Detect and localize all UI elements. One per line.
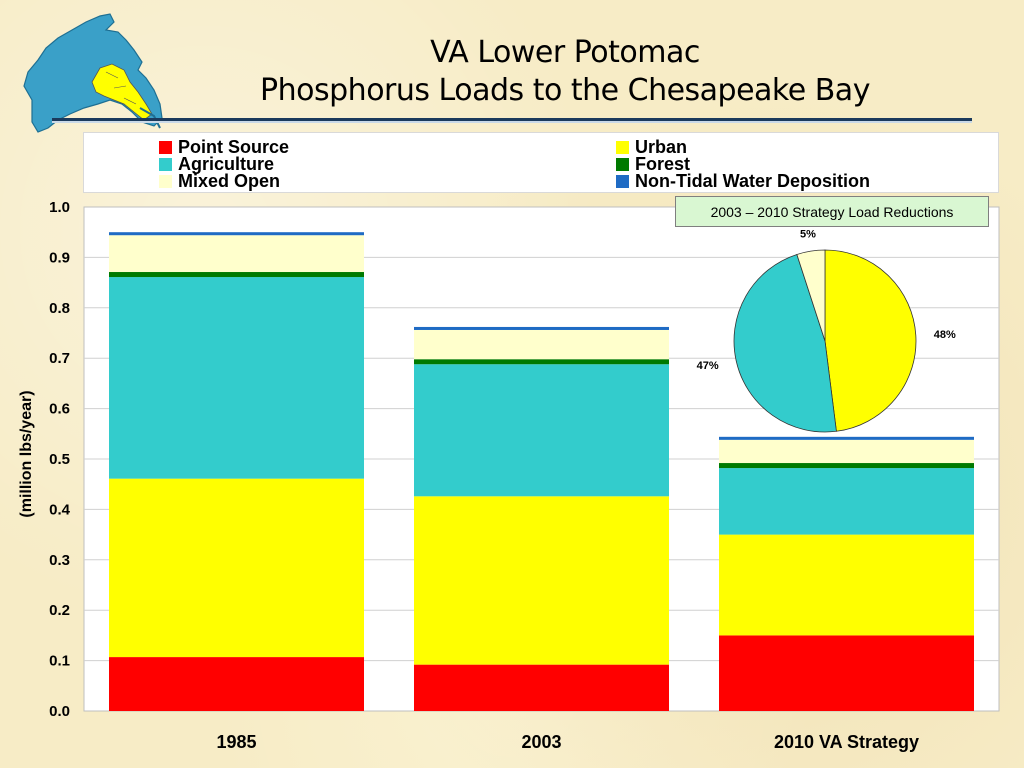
pie-chart-title: 2003 – 2010 Strategy Load Reductions xyxy=(675,196,989,227)
legend-swatch-point-source xyxy=(159,140,172,154)
pie-data-label: 47% xyxy=(697,360,719,372)
bar-segment-point_source xyxy=(719,635,974,711)
bar-segment-forest xyxy=(414,359,669,365)
pie-slice-urban xyxy=(824,249,917,432)
x-tick-label: 2010 VA Strategy xyxy=(774,732,919,752)
legend-swatch-urban xyxy=(616,140,629,154)
legend-label-non-tidal: Non-Tidal Water Deposition xyxy=(635,170,871,191)
legend-swatch-agriculture xyxy=(159,157,172,171)
bar-segment-agriculture xyxy=(719,468,974,535)
y-tick-label: 0.9 xyxy=(49,249,70,266)
title-rule xyxy=(52,118,972,121)
y-tick-label: 1.0 xyxy=(49,199,70,216)
legend-item-agriculture: Agriculture xyxy=(159,153,275,174)
legend-label-point-source: Point Source xyxy=(178,136,290,157)
x-tick-label: 1985 xyxy=(216,732,256,752)
y-tick-label: 0.7 xyxy=(49,350,70,367)
legend-item-mixed-open: Mixed Open xyxy=(159,170,281,191)
legend-item-forest: Forest xyxy=(616,153,691,174)
bar-segment-point_source xyxy=(109,657,364,711)
legend: Point Source Urban Agriculture Forest Mi… xyxy=(83,132,999,193)
bar-segment-agriculture xyxy=(109,277,364,479)
bar-segment-non_tidal xyxy=(109,232,364,236)
legend-label-urban: Urban xyxy=(635,136,688,157)
y-tick-label: 0.4 xyxy=(49,501,71,518)
y-tick-label: 0.3 xyxy=(49,552,70,569)
legend-label-agriculture: Agriculture xyxy=(178,153,275,174)
bar-segment-agriculture xyxy=(414,364,669,497)
chart-title: VA Lower Potomac Phosphorus Loads to the… xyxy=(160,34,970,110)
bar-segment-non_tidal xyxy=(719,436,974,440)
y-tick-label: 0.6 xyxy=(49,401,70,418)
y-axis-title: (million lbs/year) xyxy=(18,390,35,518)
watershed-map-logo xyxy=(23,13,163,133)
y-tick-label: 0.8 xyxy=(49,300,70,317)
pie-slice-mixed_open xyxy=(796,249,826,342)
title-line-1: VA Lower Potomac xyxy=(430,35,700,70)
bar-segment-urban xyxy=(719,534,974,636)
legend-swatch-non-tidal xyxy=(616,174,629,188)
pie-data-label: 5% xyxy=(800,228,816,240)
bar-segment-non_tidal xyxy=(414,326,669,330)
bar-segment-forest xyxy=(109,272,364,278)
bar-segment-urban xyxy=(109,478,364,658)
bar-segment-forest xyxy=(719,463,974,469)
bar-segment-urban xyxy=(414,496,669,665)
bar-segment-mixed_open xyxy=(414,329,669,360)
y-tick-label: 0.2 xyxy=(49,602,70,619)
pie-data-label: 48% xyxy=(934,329,956,341)
y-tick-label: 0.0 xyxy=(49,703,70,720)
legend-item-urban: Urban xyxy=(616,136,688,157)
legend-swatch-mixed-open xyxy=(159,174,172,188)
bar-segment-mixed_open xyxy=(719,439,974,464)
legend-label-mixed-open: Mixed Open xyxy=(178,170,281,191)
y-tick-label: 0.5 xyxy=(49,451,70,468)
legend-item-point-source: Point Source xyxy=(159,136,290,157)
legend-label-forest: Forest xyxy=(635,153,691,174)
bar-segment-point_source xyxy=(414,664,669,711)
pie-slice-agriculture xyxy=(733,253,837,433)
legend-swatch-forest xyxy=(616,157,629,171)
legend-item-non-tidal: Non-Tidal Water Deposition xyxy=(616,170,871,191)
bar-segment-mixed_open xyxy=(109,235,364,273)
title-line-2: Phosphorus Loads to the Chesapeake Bay xyxy=(260,73,870,108)
x-tick-label: 2003 xyxy=(521,732,561,752)
y-tick-label: 0.1 xyxy=(49,653,70,670)
title-rule-highlight xyxy=(52,121,972,123)
